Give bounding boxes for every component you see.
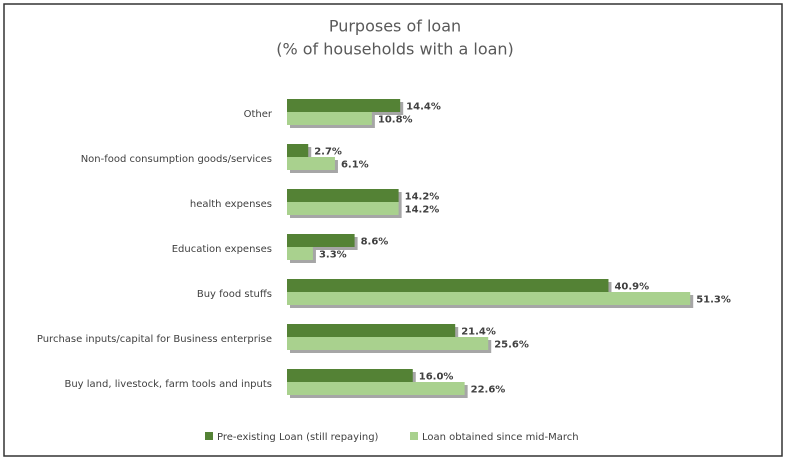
bar	[287, 157, 335, 170]
value-label: 6.1%	[341, 160, 369, 171]
bar	[287, 189, 399, 202]
bar	[287, 112, 372, 125]
y-tick-label: Education expenses	[172, 244, 272, 255]
chart-title: Purposes of loan	[329, 17, 461, 36]
y-tick-label: Buy land, livestock, farm tools and inpu…	[64, 379, 272, 390]
value-label: 25.6%	[494, 340, 529, 351]
value-label: 14.2%	[405, 205, 440, 216]
bar	[287, 324, 456, 337]
bar	[287, 337, 489, 350]
legend-swatch	[205, 432, 213, 440]
value-label: 22.6%	[471, 385, 506, 396]
chart-subtitle: (% of households with a loan)	[276, 40, 514, 59]
value-label: 8.6%	[361, 237, 389, 248]
y-tick-label: health expenses	[190, 199, 272, 210]
value-label: 21.4%	[461, 327, 496, 338]
bar	[287, 99, 401, 112]
y-tick-label: Buy food stuffs	[197, 289, 272, 300]
value-label: 3.3%	[319, 250, 347, 261]
legend-swatch	[410, 432, 418, 440]
value-label: 14.2%	[405, 192, 440, 203]
bar	[287, 247, 313, 260]
value-label: 2.7%	[314, 147, 342, 158]
value-label: 51.3%	[696, 295, 731, 306]
legend-label: Pre-existing Loan (still repaying)	[217, 432, 379, 443]
value-label: 14.4%	[406, 102, 441, 113]
bar	[287, 144, 309, 157]
bar	[287, 202, 399, 215]
y-tick-label: Purchase inputs/capital for Business ent…	[37, 334, 272, 345]
bar	[287, 382, 465, 395]
y-tick-label: Other	[244, 109, 273, 120]
bar	[287, 279, 609, 292]
value-label: 10.8%	[378, 115, 413, 126]
y-tick-label: Non-food consumption goods/services	[81, 154, 272, 165]
bar	[287, 292, 691, 305]
value-label: 16.0%	[419, 372, 454, 383]
value-label: 40.9%	[614, 282, 649, 293]
bar	[287, 369, 413, 382]
bar	[287, 234, 355, 247]
legend-label: Loan obtained since mid-March	[422, 432, 579, 443]
